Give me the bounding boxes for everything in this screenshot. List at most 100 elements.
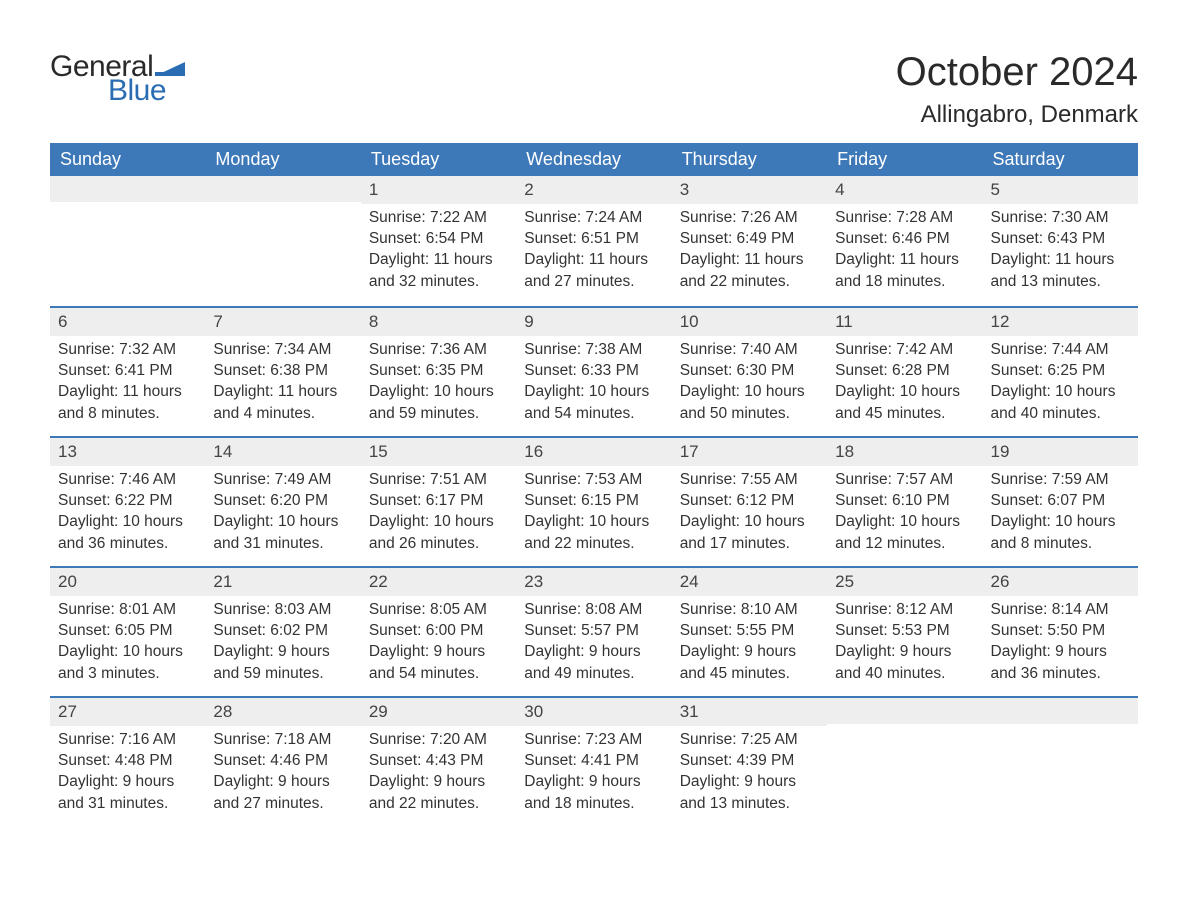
day-cell: 31Sunrise: 7:25 AMSunset: 4:39 PMDayligh…	[672, 698, 827, 826]
day-cell	[50, 176, 205, 306]
sunrise-line: Sunrise: 8:08 AM	[524, 600, 663, 620]
daylight-line-1: Daylight: 9 hours	[524, 772, 663, 792]
sunset-line: Sunset: 6:41 PM	[58, 361, 197, 381]
logo-text-blue: Blue	[108, 74, 166, 108]
day-header: Saturday	[983, 143, 1138, 176]
daylight-line-1: Daylight: 10 hours	[58, 512, 197, 532]
sunset-line: Sunset: 6:38 PM	[213, 361, 352, 381]
calendar-header-row: SundayMondayTuesdayWednesdayThursdayFrid…	[50, 143, 1138, 176]
day-body: Sunrise: 8:10 AMSunset: 5:55 PMDaylight:…	[672, 596, 827, 695]
daylight-line-2: and 31 minutes.	[58, 794, 197, 814]
day-body: Sunrise: 8:14 AMSunset: 5:50 PMDaylight:…	[983, 596, 1138, 695]
day-body: Sunrise: 7:34 AMSunset: 6:38 PMDaylight:…	[205, 336, 360, 435]
daylight-line-2: and 31 minutes.	[213, 534, 352, 554]
day-body: Sunrise: 7:46 AMSunset: 6:22 PMDaylight:…	[50, 466, 205, 565]
sunset-line: Sunset: 6:17 PM	[369, 491, 508, 511]
sunset-line: Sunset: 6:43 PM	[991, 229, 1130, 249]
day-number: 17	[672, 438, 827, 466]
daylight-line-2: and 50 minutes.	[680, 404, 819, 424]
day-body: Sunrise: 7:24 AMSunset: 6:51 PMDaylight:…	[516, 204, 671, 303]
sunrise-line: Sunrise: 8:01 AM	[58, 600, 197, 620]
calendar: SundayMondayTuesdayWednesdayThursdayFrid…	[50, 143, 1138, 826]
day-header: Friday	[827, 143, 982, 176]
sunrise-line: Sunrise: 7:30 AM	[991, 208, 1130, 228]
sunrise-line: Sunrise: 8:03 AM	[213, 600, 352, 620]
sunrise-line: Sunrise: 7:44 AM	[991, 340, 1130, 360]
sunrise-line: Sunrise: 7:42 AM	[835, 340, 974, 360]
day-number: 25	[827, 568, 982, 596]
day-number: 30	[516, 698, 671, 726]
sunset-line: Sunset: 6:00 PM	[369, 621, 508, 641]
sunset-line: Sunset: 6:54 PM	[369, 229, 508, 249]
daylight-line-1: Daylight: 11 hours	[835, 250, 974, 270]
day-number: 21	[205, 568, 360, 596]
daylight-line-1: Daylight: 11 hours	[991, 250, 1130, 270]
day-number: 16	[516, 438, 671, 466]
daylight-line-2: and 36 minutes.	[58, 534, 197, 554]
sunset-line: Sunset: 6:02 PM	[213, 621, 352, 641]
day-number: 14	[205, 438, 360, 466]
sunrise-line: Sunrise: 7:20 AM	[369, 730, 508, 750]
daylight-line-1: Daylight: 10 hours	[680, 512, 819, 532]
daylight-line-2: and 22 minutes.	[680, 272, 819, 292]
daylight-line-2: and 27 minutes.	[213, 794, 352, 814]
sunset-line: Sunset: 4:43 PM	[369, 751, 508, 771]
day-number	[50, 176, 205, 202]
sunset-line: Sunset: 6:25 PM	[991, 361, 1130, 381]
daylight-line-2: and 32 minutes.	[369, 272, 508, 292]
daylight-line-2: and 49 minutes.	[524, 664, 663, 684]
day-cell	[205, 176, 360, 306]
sunset-line: Sunset: 5:53 PM	[835, 621, 974, 641]
sunset-line: Sunset: 5:57 PM	[524, 621, 663, 641]
day-cell: 15Sunrise: 7:51 AMSunset: 6:17 PMDayligh…	[361, 438, 516, 566]
daylight-line-1: Daylight: 10 hours	[991, 382, 1130, 402]
daylight-line-1: Daylight: 9 hours	[835, 642, 974, 662]
day-cell: 2Sunrise: 7:24 AMSunset: 6:51 PMDaylight…	[516, 176, 671, 306]
sunset-line: Sunset: 6:30 PM	[680, 361, 819, 381]
sunset-line: Sunset: 6:20 PM	[213, 491, 352, 511]
sunrise-line: Sunrise: 7:26 AM	[680, 208, 819, 228]
daylight-line-2: and 26 minutes.	[369, 534, 508, 554]
day-cell: 7Sunrise: 7:34 AMSunset: 6:38 PMDaylight…	[205, 308, 360, 436]
day-cell: 6Sunrise: 7:32 AMSunset: 6:41 PMDaylight…	[50, 308, 205, 436]
day-cell	[827, 698, 982, 826]
day-cell: 19Sunrise: 7:59 AMSunset: 6:07 PMDayligh…	[983, 438, 1138, 566]
sunset-line: Sunset: 6:33 PM	[524, 361, 663, 381]
day-number	[983, 698, 1138, 724]
daylight-line-2: and 36 minutes.	[991, 664, 1130, 684]
day-header: Monday	[205, 143, 360, 176]
day-cell: 11Sunrise: 7:42 AMSunset: 6:28 PMDayligh…	[827, 308, 982, 436]
daylight-line-1: Daylight: 9 hours	[991, 642, 1130, 662]
sunset-line: Sunset: 6:46 PM	[835, 229, 974, 249]
daylight-line-1: Daylight: 11 hours	[524, 250, 663, 270]
daylight-line-1: Daylight: 9 hours	[524, 642, 663, 662]
sunset-line: Sunset: 6:07 PM	[991, 491, 1130, 511]
daylight-line-1: Daylight: 9 hours	[680, 772, 819, 792]
day-cell: 9Sunrise: 7:38 AMSunset: 6:33 PMDaylight…	[516, 308, 671, 436]
sunrise-line: Sunrise: 7:25 AM	[680, 730, 819, 750]
sunrise-line: Sunrise: 7:28 AM	[835, 208, 974, 228]
daylight-line-1: Daylight: 10 hours	[835, 382, 974, 402]
day-number: 27	[50, 698, 205, 726]
daylight-line-2: and 54 minutes.	[524, 404, 663, 424]
sunset-line: Sunset: 6:05 PM	[58, 621, 197, 641]
sunrise-line: Sunrise: 7:32 AM	[58, 340, 197, 360]
day-number: 11	[827, 308, 982, 336]
sunset-line: Sunset: 6:15 PM	[524, 491, 663, 511]
day-number: 28	[205, 698, 360, 726]
day-cell: 12Sunrise: 7:44 AMSunset: 6:25 PMDayligh…	[983, 308, 1138, 436]
daylight-line-2: and 13 minutes.	[680, 794, 819, 814]
daylight-line-2: and 4 minutes.	[213, 404, 352, 424]
day-cell: 3Sunrise: 7:26 AMSunset: 6:49 PMDaylight…	[672, 176, 827, 306]
daylight-line-2: and 8 minutes.	[58, 404, 197, 424]
week-row: 6Sunrise: 7:32 AMSunset: 6:41 PMDaylight…	[50, 306, 1138, 436]
daylight-line-1: Daylight: 11 hours	[369, 250, 508, 270]
sunrise-line: Sunrise: 8:12 AM	[835, 600, 974, 620]
day-cell: 29Sunrise: 7:20 AMSunset: 4:43 PMDayligh…	[361, 698, 516, 826]
day-body	[983, 724, 1138, 738]
daylight-line-1: Daylight: 10 hours	[524, 512, 663, 532]
day-body: Sunrise: 7:38 AMSunset: 6:33 PMDaylight:…	[516, 336, 671, 435]
day-body: Sunrise: 7:57 AMSunset: 6:10 PMDaylight:…	[827, 466, 982, 565]
daylight-line-2: and 3 minutes.	[58, 664, 197, 684]
day-number: 29	[361, 698, 516, 726]
